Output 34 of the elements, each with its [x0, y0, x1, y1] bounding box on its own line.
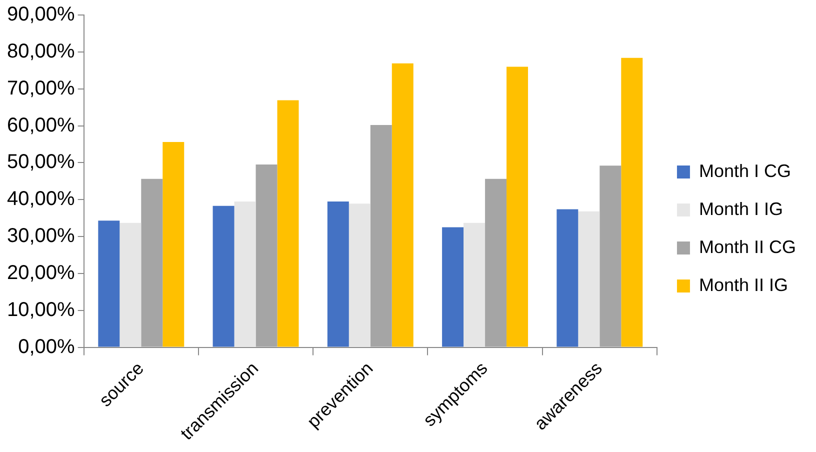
- y-tick-label: 0,00%: [18, 336, 76, 358]
- y-tick-label: 30,00%: [6, 225, 76, 248]
- bar: [212, 206, 234, 347]
- bar: [256, 164, 278, 347]
- bar: [621, 58, 643, 347]
- y-tick-label: 20,00%: [6, 262, 76, 284]
- bar: [506, 66, 528, 347]
- bar: [556, 209, 578, 347]
- bar: [141, 178, 163, 347]
- bar: [485, 178, 507, 347]
- bar: [162, 142, 184, 347]
- bar: [348, 204, 370, 347]
- bar: [277, 100, 299, 347]
- bar: [370, 125, 392, 347]
- bar: [98, 220, 120, 347]
- legend-label: Month II IG: [698, 274, 788, 295]
- bar: [120, 222, 142, 347]
- bar: [464, 222, 486, 347]
- y-tick-label: 10,00%: [6, 298, 76, 321]
- bar: [234, 201, 256, 347]
- bar: [578, 211, 600, 347]
- y-tick-label: 60,00%: [6, 114, 76, 136]
- bar: [392, 63, 414, 347]
- y-tick-label: 70,00%: [6, 77, 76, 100]
- legend-label: Month I IG: [698, 198, 784, 219]
- bar: [442, 227, 464, 347]
- y-tick-label: 40,00%: [6, 188, 76, 210]
- legend-label: Month II CG: [698, 236, 796, 257]
- bar: [327, 201, 349, 347]
- bar: [600, 166, 622, 347]
- legend-label: Month I CG: [698, 160, 791, 181]
- y-tick-label: 50,00%: [6, 151, 76, 174]
- y-tick-label: 90,00%: [6, 4, 76, 26]
- y-tick-label: 80,00%: [6, 40, 76, 62]
